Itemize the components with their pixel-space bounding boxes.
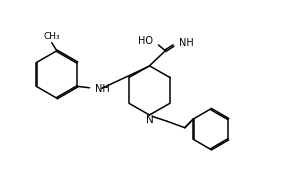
Text: N: N xyxy=(146,115,153,125)
Text: HO: HO xyxy=(138,37,153,47)
Text: CH₃: CH₃ xyxy=(43,33,60,41)
Text: NH: NH xyxy=(179,38,194,48)
Text: NH: NH xyxy=(95,84,110,94)
